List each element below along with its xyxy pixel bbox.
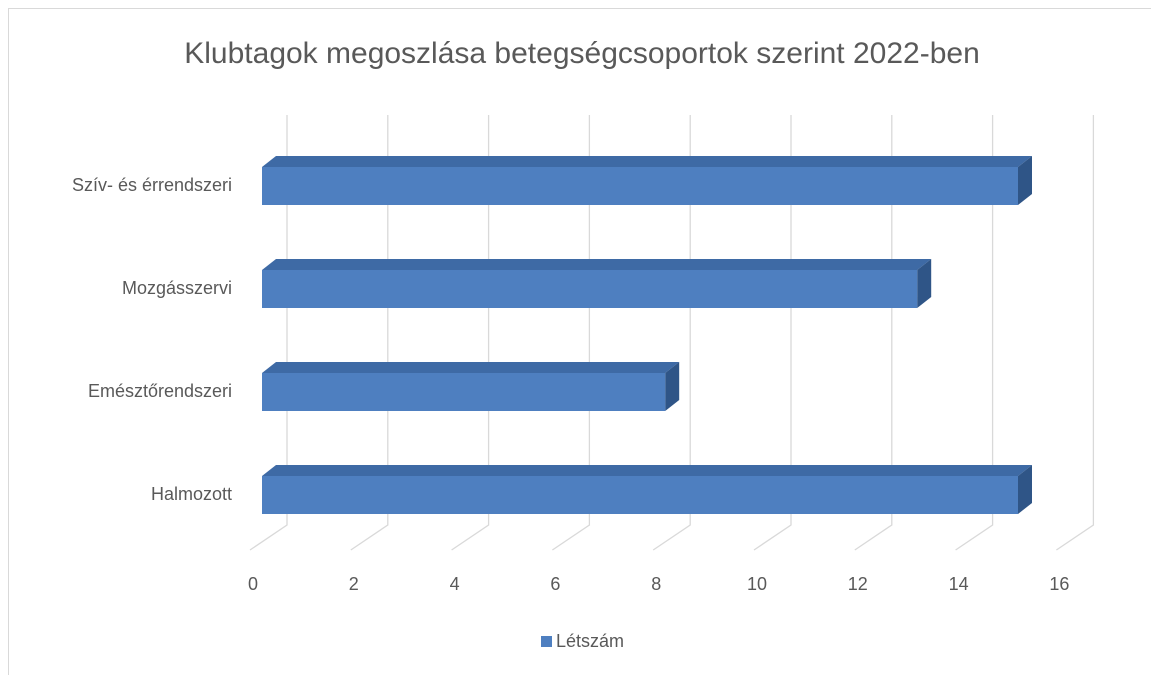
- grid-line: [350, 115, 389, 551]
- grid-line: [451, 115, 490, 551]
- bar-top: [262, 156, 1032, 167]
- grid-line: [854, 115, 893, 551]
- x-tick-label: 10: [747, 574, 767, 594]
- y-tick-label: Emésztőrendszeri: [88, 381, 232, 401]
- x-tick-label: 2: [349, 574, 359, 594]
- x-tick-label: 0: [248, 574, 258, 594]
- legend-label: Létszám: [556, 631, 624, 651]
- bar-side: [1018, 156, 1032, 205]
- bar-front: [262, 167, 1018, 205]
- x-tick-label: 4: [450, 574, 460, 594]
- y-tick-label: Mozgásszervi: [122, 278, 232, 298]
- grid-line: [1056, 115, 1095, 551]
- grid-line: [753, 115, 792, 551]
- y-tick-label: Szív- és érrendszeri: [72, 175, 232, 195]
- bar-top: [262, 362, 680, 373]
- x-tick-label: 6: [550, 574, 560, 594]
- bar-top: [262, 465, 1032, 476]
- legend-swatch: [541, 636, 552, 647]
- bar-front: [262, 373, 666, 411]
- bar: [262, 259, 932, 308]
- chart-border: [8, 8, 1151, 675]
- y-tick-label: Halmozott: [151, 484, 232, 504]
- grid-line: [955, 115, 994, 551]
- bar-front: [262, 270, 918, 308]
- bar: [262, 156, 1032, 205]
- x-tick-label: 16: [1049, 574, 1069, 594]
- bar-side: [1018, 465, 1032, 514]
- grid-line: [652, 115, 691, 551]
- x-tick-label: 8: [651, 574, 661, 594]
- bar-side: [917, 259, 932, 308]
- grid-line: [552, 115, 591, 551]
- bar-side: [665, 362, 680, 411]
- bar-front: [262, 476, 1018, 514]
- bar: [262, 465, 1032, 514]
- bar-top: [262, 259, 932, 270]
- grid-line: [249, 115, 288, 551]
- bar: [262, 362, 680, 411]
- chart-title: Klubtagok megoszlása betegségcsoportok s…: [184, 37, 980, 70]
- x-tick-label: 14: [949, 574, 969, 594]
- x-tick-label: 12: [848, 574, 868, 594]
